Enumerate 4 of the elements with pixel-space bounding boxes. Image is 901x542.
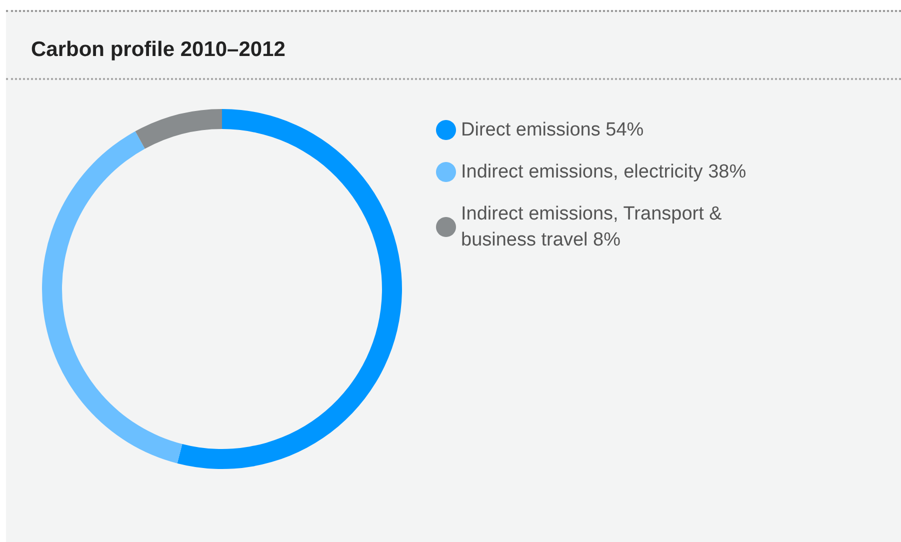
legend-label: Indirect emissions, Transport & business travel 8% xyxy=(461,204,728,250)
legend-label: Direct emissions 54% xyxy=(461,120,644,140)
legend-label: Indirect emissions, electricity 38% xyxy=(461,162,746,182)
chart-title: Carbon profile 2010–2012 xyxy=(31,38,286,61)
